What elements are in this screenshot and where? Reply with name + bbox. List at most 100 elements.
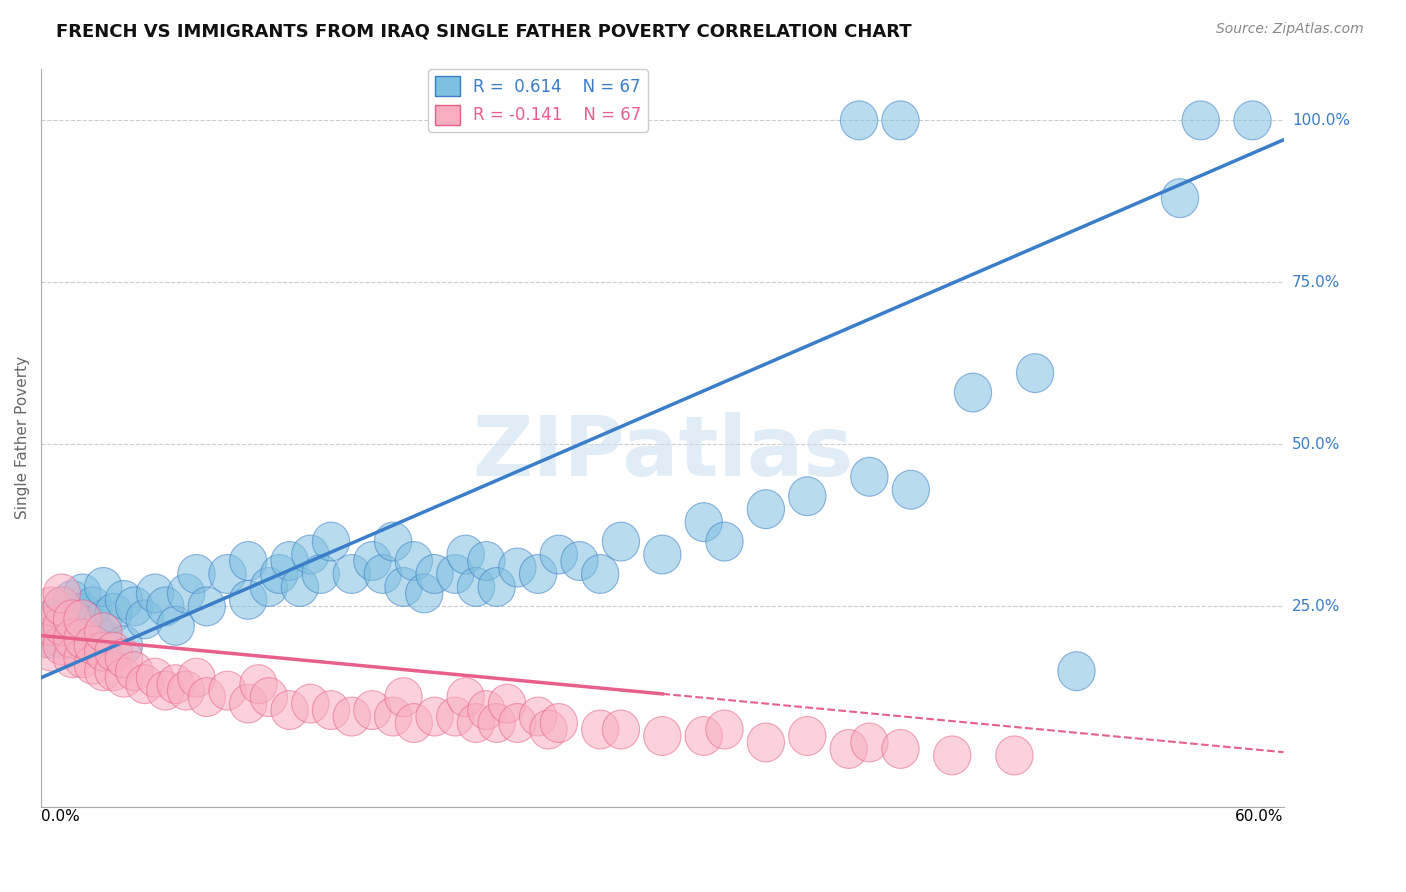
Ellipse shape <box>312 690 350 730</box>
Ellipse shape <box>333 698 370 736</box>
Ellipse shape <box>1017 353 1053 392</box>
Ellipse shape <box>22 607 59 645</box>
Ellipse shape <box>478 704 516 742</box>
Ellipse shape <box>136 574 173 613</box>
Ellipse shape <box>32 587 70 626</box>
Ellipse shape <box>995 736 1033 775</box>
Ellipse shape <box>447 678 484 716</box>
Ellipse shape <box>602 522 640 561</box>
Ellipse shape <box>177 658 215 698</box>
Ellipse shape <box>63 639 101 678</box>
Ellipse shape <box>167 574 205 613</box>
Ellipse shape <box>1182 101 1219 140</box>
Ellipse shape <box>685 716 723 756</box>
Ellipse shape <box>530 710 567 749</box>
Ellipse shape <box>374 698 412 736</box>
Ellipse shape <box>84 619 122 658</box>
Ellipse shape <box>955 373 991 412</box>
Legend: R =  0.614    N = 67, R = -0.141    N = 67: R = 0.614 N = 67, R = -0.141 N = 67 <box>429 70 648 132</box>
Ellipse shape <box>84 632 122 671</box>
Ellipse shape <box>44 626 80 665</box>
Ellipse shape <box>32 600 70 639</box>
Ellipse shape <box>32 632 70 671</box>
Text: 25.0%: 25.0% <box>1292 599 1340 614</box>
Ellipse shape <box>934 736 972 775</box>
Ellipse shape <box>136 658 173 698</box>
Ellipse shape <box>457 704 495 742</box>
Ellipse shape <box>1057 652 1095 690</box>
Ellipse shape <box>789 716 825 756</box>
Ellipse shape <box>44 607 80 645</box>
Ellipse shape <box>291 535 329 574</box>
Ellipse shape <box>540 535 578 574</box>
Ellipse shape <box>260 555 298 593</box>
Ellipse shape <box>146 671 184 710</box>
Ellipse shape <box>302 555 339 593</box>
Ellipse shape <box>561 541 598 581</box>
Ellipse shape <box>115 587 153 626</box>
Ellipse shape <box>385 567 422 607</box>
Ellipse shape <box>385 678 422 716</box>
Ellipse shape <box>167 671 205 710</box>
Ellipse shape <box>63 600 101 639</box>
Ellipse shape <box>602 710 640 749</box>
Ellipse shape <box>851 723 889 762</box>
Ellipse shape <box>841 101 877 140</box>
Ellipse shape <box>281 567 319 607</box>
Text: 100.0%: 100.0% <box>1292 113 1350 128</box>
Ellipse shape <box>44 587 80 626</box>
Ellipse shape <box>582 555 619 593</box>
Ellipse shape <box>209 555 246 593</box>
Ellipse shape <box>416 555 453 593</box>
Ellipse shape <box>882 730 920 768</box>
Text: FRENCH VS IMMIGRANTS FROM IRAQ SINGLE FATHER POVERTY CORRELATION CHART: FRENCH VS IMMIGRANTS FROM IRAQ SINGLE FA… <box>56 22 912 40</box>
Ellipse shape <box>32 607 70 645</box>
Ellipse shape <box>354 541 391 581</box>
Ellipse shape <box>53 619 91 658</box>
Ellipse shape <box>75 587 111 626</box>
Ellipse shape <box>63 593 101 632</box>
Ellipse shape <box>63 619 101 658</box>
Ellipse shape <box>240 665 277 704</box>
Ellipse shape <box>105 658 142 698</box>
Ellipse shape <box>229 541 267 581</box>
Ellipse shape <box>333 555 370 593</box>
Ellipse shape <box>53 600 91 639</box>
Text: Source: ZipAtlas.com: Source: ZipAtlas.com <box>1216 22 1364 37</box>
Ellipse shape <box>188 587 225 626</box>
Ellipse shape <box>1161 178 1199 218</box>
Ellipse shape <box>105 639 142 678</box>
Ellipse shape <box>84 600 122 639</box>
Ellipse shape <box>105 626 142 665</box>
Ellipse shape <box>488 684 526 723</box>
Ellipse shape <box>127 665 163 704</box>
Ellipse shape <box>644 716 681 756</box>
Ellipse shape <box>22 619 59 658</box>
Ellipse shape <box>250 567 288 607</box>
Ellipse shape <box>437 555 474 593</box>
Ellipse shape <box>96 632 132 671</box>
Ellipse shape <box>468 541 505 581</box>
Text: 75.0%: 75.0% <box>1292 275 1340 290</box>
Ellipse shape <box>53 600 91 639</box>
Ellipse shape <box>146 587 184 626</box>
Ellipse shape <box>893 470 929 509</box>
Ellipse shape <box>582 710 619 749</box>
Ellipse shape <box>354 690 391 730</box>
Ellipse shape <box>157 665 194 704</box>
Ellipse shape <box>830 730 868 768</box>
Ellipse shape <box>395 541 433 581</box>
Ellipse shape <box>105 581 142 619</box>
Ellipse shape <box>271 541 308 581</box>
Ellipse shape <box>789 477 825 516</box>
Ellipse shape <box>188 678 225 716</box>
Y-axis label: Single Father Poverty: Single Father Poverty <box>15 356 30 519</box>
Ellipse shape <box>63 613 101 652</box>
Ellipse shape <box>127 600 163 639</box>
Ellipse shape <box>747 490 785 529</box>
Ellipse shape <box>96 652 132 690</box>
Text: ZIPatlas: ZIPatlas <box>472 412 853 493</box>
Ellipse shape <box>291 684 329 723</box>
Ellipse shape <box>44 574 80 613</box>
Ellipse shape <box>882 101 920 140</box>
